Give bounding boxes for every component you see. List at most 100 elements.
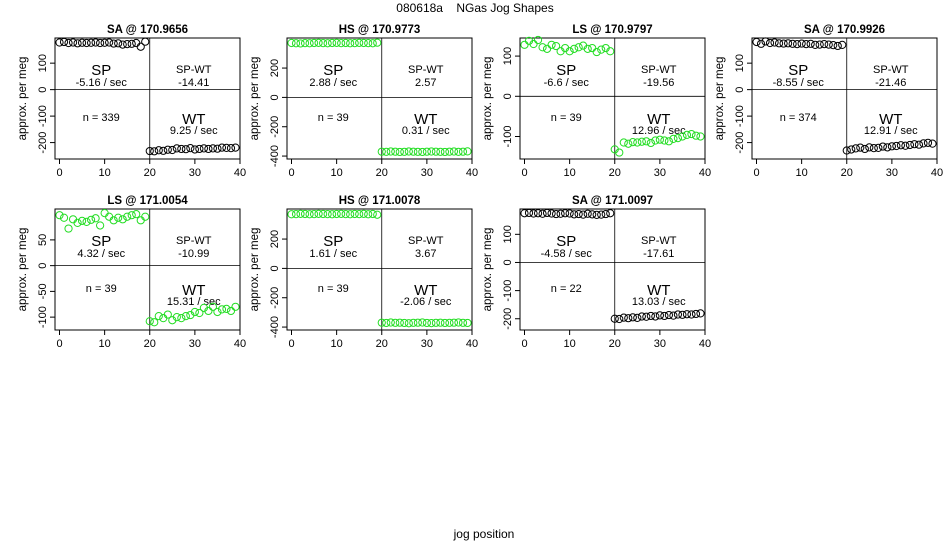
wt-point <box>624 139 633 148</box>
sp-point <box>579 210 588 219</box>
sp-point <box>77 216 87 225</box>
x-tick-label: 30 <box>189 338 201 350</box>
x-tick-label: 40 <box>466 167 478 179</box>
sp-point <box>314 38 323 47</box>
y-tick-label: 0 <box>269 94 281 100</box>
sp-point <box>574 43 583 52</box>
wt-point <box>646 138 655 148</box>
wt-point <box>413 318 422 327</box>
n-label: n = 39 <box>551 112 582 124</box>
sp-point <box>318 209 328 219</box>
plot-frame <box>751 37 938 160</box>
wt-label: WT <box>182 111 205 128</box>
sp-point <box>561 209 570 218</box>
sp-point <box>806 39 815 48</box>
sp-label: SP <box>323 62 343 79</box>
sp-point <box>556 209 565 218</box>
wt-point <box>226 144 236 153</box>
sp-point <box>300 209 310 219</box>
wt-point <box>869 144 878 153</box>
wt-point <box>377 147 386 156</box>
sp-point <box>606 209 615 218</box>
wt-point <box>213 307 222 317</box>
sp-point <box>296 209 305 218</box>
sp-point <box>542 208 552 218</box>
panel-6: HS @ 171.0078 0 10 20 30 40 -400 -200 0 200 approx… <box>249 195 478 350</box>
wt-point <box>422 147 431 156</box>
n-label: n = 374 <box>780 112 817 124</box>
wt-point <box>440 318 450 328</box>
plot-frame <box>519 37 706 160</box>
wt-point <box>905 140 915 150</box>
sp-point <box>547 40 556 49</box>
wt-point <box>678 310 687 319</box>
wt-point <box>382 147 391 156</box>
sp-point <box>597 210 606 219</box>
sp-label: SP <box>556 233 576 250</box>
y-tick-label: 0 <box>37 87 49 93</box>
wt-point <box>391 147 400 156</box>
sp-point <box>309 38 319 48</box>
wt-point <box>655 135 664 144</box>
sp-point <box>114 39 123 48</box>
x-tick-label: 30 <box>886 167 898 179</box>
n-label: n = 39 <box>318 283 349 295</box>
y-axis-label: approx. per meg <box>714 57 726 141</box>
sp-point <box>332 209 341 219</box>
panel-title: SA @ 171.0097 <box>572 195 653 207</box>
wt-point <box>445 318 454 327</box>
wt-point <box>445 147 454 156</box>
sp-point <box>774 39 784 48</box>
sp-point <box>606 47 615 56</box>
x-tick-label: 0 <box>521 167 527 179</box>
sp-rate-label: -4.58 / sec <box>541 248 593 260</box>
x-tick-label: 10 <box>331 338 343 350</box>
wt-point <box>454 147 463 156</box>
wt-rate-label: 0.31 / sec <box>402 125 450 137</box>
wt-point <box>914 140 924 149</box>
wt-point <box>878 142 887 151</box>
sp-point <box>565 209 574 218</box>
y-tick-label: -100 <box>502 125 514 147</box>
sp-point <box>538 43 547 52</box>
wt-point <box>145 146 154 156</box>
sp-point <box>309 210 319 219</box>
sp-point <box>811 40 820 49</box>
sp-point <box>332 38 341 47</box>
x-tick-label: 20 <box>609 167 621 179</box>
sp-point <box>109 39 118 48</box>
sp-point <box>533 35 543 45</box>
x-tick-label: 20 <box>144 338 156 350</box>
wt-point <box>896 141 906 150</box>
figure-x-axis-label: jog position <box>453 527 515 541</box>
sp-label: SP <box>323 233 343 250</box>
wt-point <box>860 144 869 154</box>
sp-rate-label: -6.6 / sec <box>544 77 590 89</box>
sp-point <box>118 215 127 224</box>
sp-point <box>797 39 806 48</box>
plot-frame <box>286 37 473 160</box>
sp-point <box>105 38 114 47</box>
wt-point <box>217 143 227 152</box>
wt-rate-label: 9.25 / sec <box>170 125 218 137</box>
sp-point <box>359 209 368 218</box>
sp-point <box>756 39 766 48</box>
sp-point <box>547 209 556 218</box>
wt-point <box>431 147 441 156</box>
sp-point <box>592 210 601 220</box>
wt-point <box>226 306 236 316</box>
sp-point <box>538 209 547 218</box>
wt-point <box>418 318 427 327</box>
wt-point <box>651 312 660 321</box>
panel-title: LS @ 170.9797 <box>572 24 652 36</box>
wt-point <box>418 147 427 157</box>
wt-point <box>687 310 696 319</box>
panel-title: HS @ 171.0078 <box>339 195 421 207</box>
wt-point <box>669 311 678 320</box>
wt-point <box>154 146 163 155</box>
wt-point <box>669 134 678 144</box>
sp-point <box>350 39 359 48</box>
sp-point <box>55 211 64 220</box>
wt-label: WT <box>182 282 205 299</box>
wt-point <box>436 318 445 327</box>
